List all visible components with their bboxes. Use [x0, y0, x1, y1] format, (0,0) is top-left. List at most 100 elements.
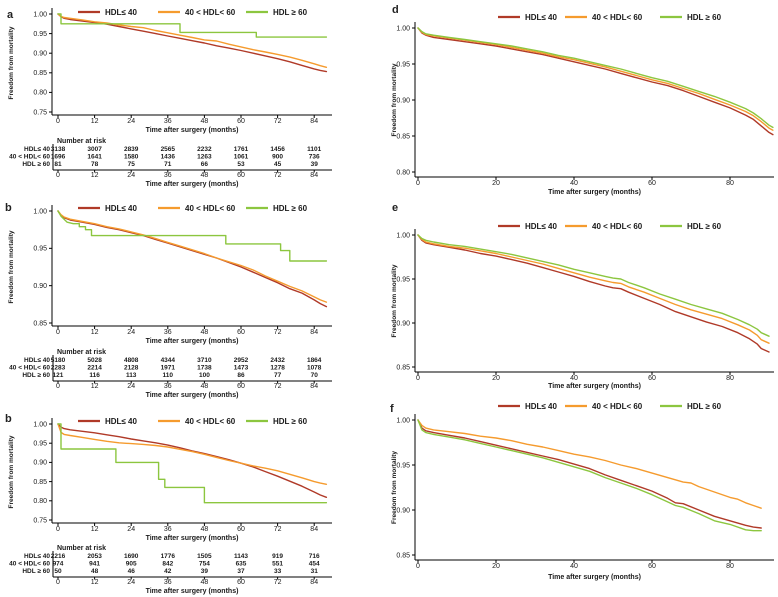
panel-letter: b	[5, 413, 12, 425]
risk-value: 1436	[161, 154, 176, 161]
x-tick-label: 20	[492, 375, 500, 382]
risk-value: 3138	[51, 146, 66, 153]
risk-value: 71	[164, 161, 172, 168]
x-tick-label: 48	[201, 329, 209, 336]
legend-label: HDL≤ 40	[105, 204, 138, 213]
y-axis-title: Freedom from mortality	[391, 63, 398, 136]
risk-value: 81	[54, 161, 62, 168]
risk-value: 1061	[234, 154, 249, 161]
risk-value: 110	[163, 372, 174, 379]
legend-label: 40 < HDL< 60	[185, 8, 236, 17]
x-tick-label: 24	[127, 526, 135, 533]
risk-value: 900	[272, 154, 283, 161]
x-axis-title: Time after surgery (months)	[146, 535, 239, 542]
risk-value: 121	[53, 372, 64, 379]
x-tick-label: 80	[726, 375, 734, 382]
x-axis-title: Time after surgery (months)	[548, 383, 641, 390]
risk-value: 736	[309, 154, 320, 161]
risk-x-tick-label: 84	[310, 172, 318, 179]
risk-row-label: HDL≤ 40	[24, 357, 50, 364]
y-tick-label: 0.90	[33, 460, 47, 467]
x-tick-label: 84	[310, 526, 318, 533]
risk-value: 45	[274, 161, 282, 168]
risk-value: 1078	[307, 365, 322, 372]
legend-label: HDL ≥ 60	[687, 402, 722, 411]
chart-f: 1.00 0.95 0.90 0.85 0 20 40 60 80 Time after surg…	[390, 402, 774, 581]
x-tick-label: 60	[237, 329, 245, 336]
risk-x-tick-label: 72	[274, 383, 282, 390]
risk-value: 39	[201, 568, 209, 575]
km-curve-red	[417, 27, 774, 136]
legend-label: HDL≤ 40	[105, 8, 138, 17]
x-tick-label: 80	[726, 563, 734, 570]
x-tick-label: 24	[127, 118, 135, 125]
panel-a: 1.00 0.95 0.90 0.85 0.80 0.75 0 12 24 36 48 60 72 84 T…	[0, 0, 390, 199]
risk-value: 1473	[234, 365, 249, 372]
risk-row-label: HDL ≥ 60	[22, 372, 50, 379]
panel-b-bottom: 1.00 0.95 0.90 0.85 0.80 0.75 0 12 24 36 48 60 72 84 T…	[0, 398, 390, 597]
x-tick-label: 20	[492, 563, 500, 570]
y-tick-label: 0.95	[396, 276, 410, 283]
y-axis-title: Freedom from mortality	[8, 435, 15, 508]
x-tick-label: 72	[274, 526, 282, 533]
y-axis-title: Freedom from mortality	[8, 26, 15, 99]
x-tick-label: 60	[648, 375, 656, 382]
legend-label: HDL≤ 40	[105, 417, 138, 426]
y-tick-label: 0.75	[33, 109, 47, 116]
risk-value: 842	[162, 561, 173, 568]
risk-x-tick-label: 36	[164, 383, 172, 390]
risk-x-axis-title: Time after surgery (months)	[146, 588, 239, 595]
x-axis-title: Time after surgery (months)	[146, 127, 239, 134]
chart-e: 1.00 0.95 0.90 0.85 0 20 40 60 80 Time after surg…	[391, 202, 774, 390]
risk-value: 48	[91, 568, 99, 575]
risk-value: 100	[199, 372, 210, 379]
x-tick-label: 0	[416, 180, 420, 187]
y-tick-label: 1.00	[33, 208, 47, 215]
risk-value: 1696	[51, 154, 66, 161]
y-axis-title: Freedom from mortality	[391, 451, 398, 524]
x-axis-title: Time after surgery (months)	[548, 574, 641, 581]
risk-value: 2565	[161, 146, 176, 153]
x-tick-label: 12	[91, 118, 99, 125]
panel-f: 1.00 0.95 0.90 0.85 0 20 40 60 80 Time after surg…	[388, 395, 778, 597]
risk-value: 5028	[87, 357, 102, 364]
legend-label: HDL≤ 40	[525, 402, 558, 411]
km-curve-green	[57, 13, 328, 38]
legend-label: HDL ≥ 60	[273, 204, 308, 213]
risk-value: 1641	[87, 154, 102, 161]
chart-d: 1.00 0.95 0.90 0.85 0.80 0 20 40 60 80 Time after …	[391, 4, 774, 196]
risk-value: 5180	[51, 357, 66, 364]
risk-table-title: Number at risk	[57, 545, 106, 552]
y-tick-label: 0.85	[33, 479, 47, 486]
risk-x-tick-label: 72	[274, 172, 282, 179]
risk-value: 2952	[234, 357, 249, 364]
risk-row-label: 40 < HDL< 60	[9, 561, 50, 568]
x-axis-title: Time after surgery (months)	[146, 338, 239, 345]
x-tick-label: 12	[91, 329, 99, 336]
y-tick-label: 0.95	[33, 31, 47, 38]
y-tick-label: 0.95	[396, 462, 410, 469]
x-tick-label: 60	[648, 180, 656, 187]
y-tick-label: 1.00	[33, 421, 47, 428]
risk-value: 4344	[161, 357, 176, 364]
x-tick-label: 0	[56, 118, 60, 125]
x-tick-label: 12	[91, 526, 99, 533]
risk-value: 551	[272, 561, 283, 568]
km-curve-orange	[57, 13, 328, 69]
y-tick-label: 1.00	[33, 11, 47, 18]
risk-x-tick-label: 24	[127, 383, 135, 390]
x-tick-label: 72	[274, 118, 282, 125]
risk-value: 1263	[197, 154, 212, 161]
risk-value: 3007	[87, 146, 102, 153]
risk-table-title: Number at risk	[57, 349, 106, 356]
km-curve-red	[417, 419, 762, 529]
km-curve-red	[417, 234, 770, 353]
y-tick-label: 0.95	[33, 441, 47, 448]
legend-label: HDL ≥ 60	[273, 8, 308, 17]
km-curve-orange	[417, 27, 774, 131]
risk-value: 53	[237, 161, 245, 168]
risk-row-label: HDL≤ 40	[24, 146, 50, 153]
y-tick-label: 0.85	[33, 70, 47, 77]
risk-value: 2283	[51, 365, 66, 372]
risk-value: 919	[272, 553, 283, 560]
